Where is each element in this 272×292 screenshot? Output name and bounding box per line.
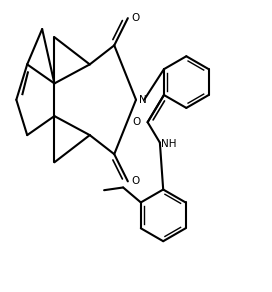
- Text: O: O: [132, 13, 140, 23]
- Text: N: N: [139, 95, 147, 105]
- Text: NH: NH: [161, 139, 177, 149]
- Text: O: O: [132, 176, 140, 186]
- Text: O: O: [133, 117, 141, 127]
